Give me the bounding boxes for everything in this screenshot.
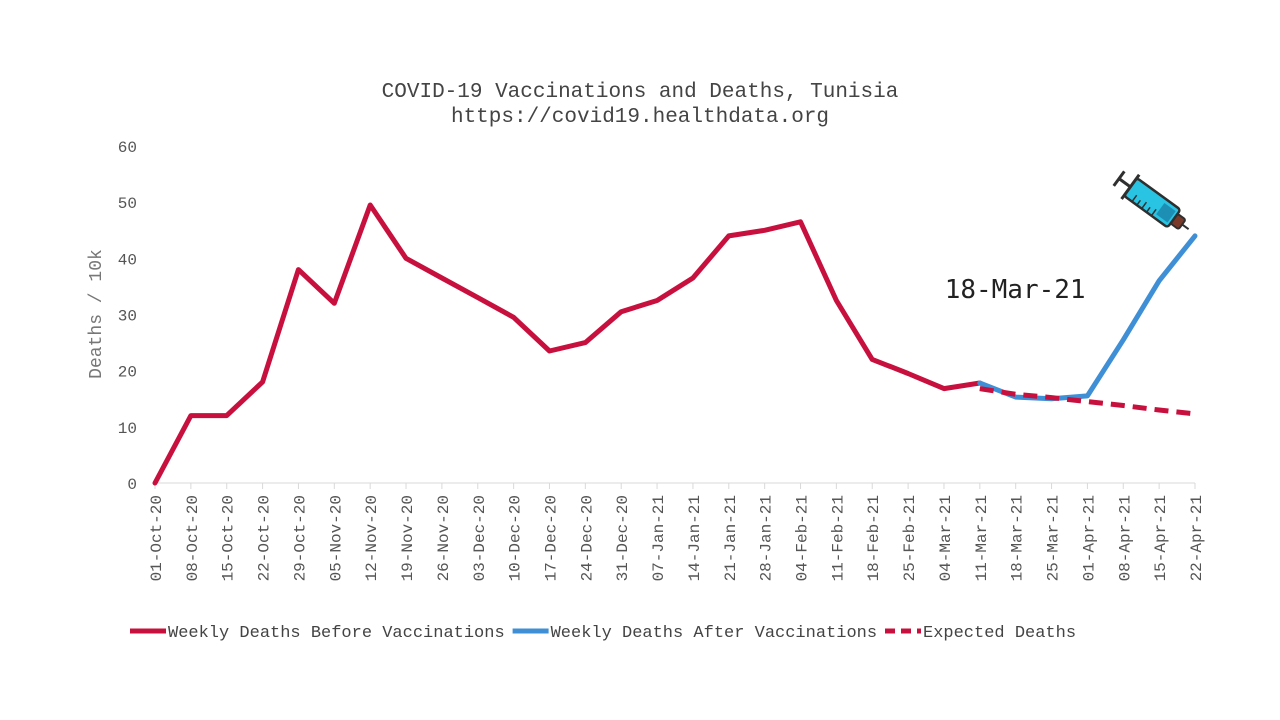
y-tick-label: 60 [118,139,137,157]
x-tick-label: 07-Jan-21 [650,495,668,581]
x-tick-label: 22-Oct-20 [256,495,274,581]
x-tick-label: 26-Nov-20 [435,495,453,581]
x-tick-label: 22-Apr-21 [1188,495,1206,581]
x-ticks: 01-Oct-20 08-Oct-20 15-Oct-20 22-Oct-20 29-O… [148,483,1206,581]
chart-subtitle: https://covid19.healthdata.org [451,106,829,129]
x-tick-label: 28-Jan-21 [758,495,776,581]
legend-label-0: Weekly Deaths Before Vaccinations [168,624,505,643]
series-line-0 [152,202,983,486]
x-tick-label: 17-Dec-20 [542,495,560,581]
x-tick-label: 24-Dec-20 [578,495,596,581]
y-tick-label: 20 [118,364,137,382]
y-tick-label: 30 [118,308,137,326]
legend-label-2: Expected Deaths [923,624,1076,643]
y-tick-label: 40 [118,251,137,269]
x-tick-label: 01-Oct-20 [148,495,166,581]
x-tick-label: 19-Nov-20 [399,495,417,581]
y-ticks: 0 10 20 30 40 50 60 [118,139,137,494]
y-axis-label: Deaths / 10k [87,249,107,379]
x-tick-label: 15-Apr-21 [1152,495,1170,581]
x-tick-label: 03-Dec-20 [471,495,489,581]
x-tick-label: 14-Jan-21 [686,495,704,581]
series-layer [152,202,1198,486]
x-tick-label: 25-Feb-21 [901,495,919,581]
y-tick-label: 0 [127,476,137,494]
x-tick-label: 01-Apr-21 [1080,495,1098,581]
x-tick-label: 10-Dec-20 [507,495,525,581]
x-tick-label: 15-Oct-20 [220,495,238,581]
x-tick-label: 12-Nov-20 [363,495,381,581]
series-line-1 [977,233,1198,402]
x-tick-label: 11-Feb-21 [829,495,847,581]
legend-label-1: Weekly Deaths After Vaccinations [551,624,877,643]
x-tick-label: 29-Oct-20 [291,495,309,581]
x-tick-label: 21-Jan-21 [722,495,740,581]
syringe-icon [1112,170,1190,230]
y-tick-label: 10 [118,420,137,438]
x-tick-label: 05-Nov-20 [327,495,345,581]
x-tick-label: 08-Apr-21 [1116,495,1134,581]
x-tick-label: 31-Dec-20 [614,495,632,581]
x-tick-label: 18-Feb-21 [865,495,883,581]
chart-title: COVID-19 Vaccinations and Deaths, Tunisi… [382,81,899,104]
x-tick-label: 04-Feb-21 [794,495,812,581]
x-tick-label: 25-Mar-21 [1045,495,1063,581]
x-tick-label: 11-Mar-21 [973,495,991,581]
x-tick-label: 18-Mar-21 [1009,495,1027,581]
series-line-2 [979,386,1196,417]
x-tick-label: 04-Mar-21 [937,495,955,581]
legend: Weekly Deaths Before Vaccinations Weekly … [130,624,1076,643]
x-tick-label: 08-Oct-20 [184,495,202,581]
annotation-date: 18-Mar-21 [945,275,1086,305]
y-tick-label: 50 [118,195,137,213]
